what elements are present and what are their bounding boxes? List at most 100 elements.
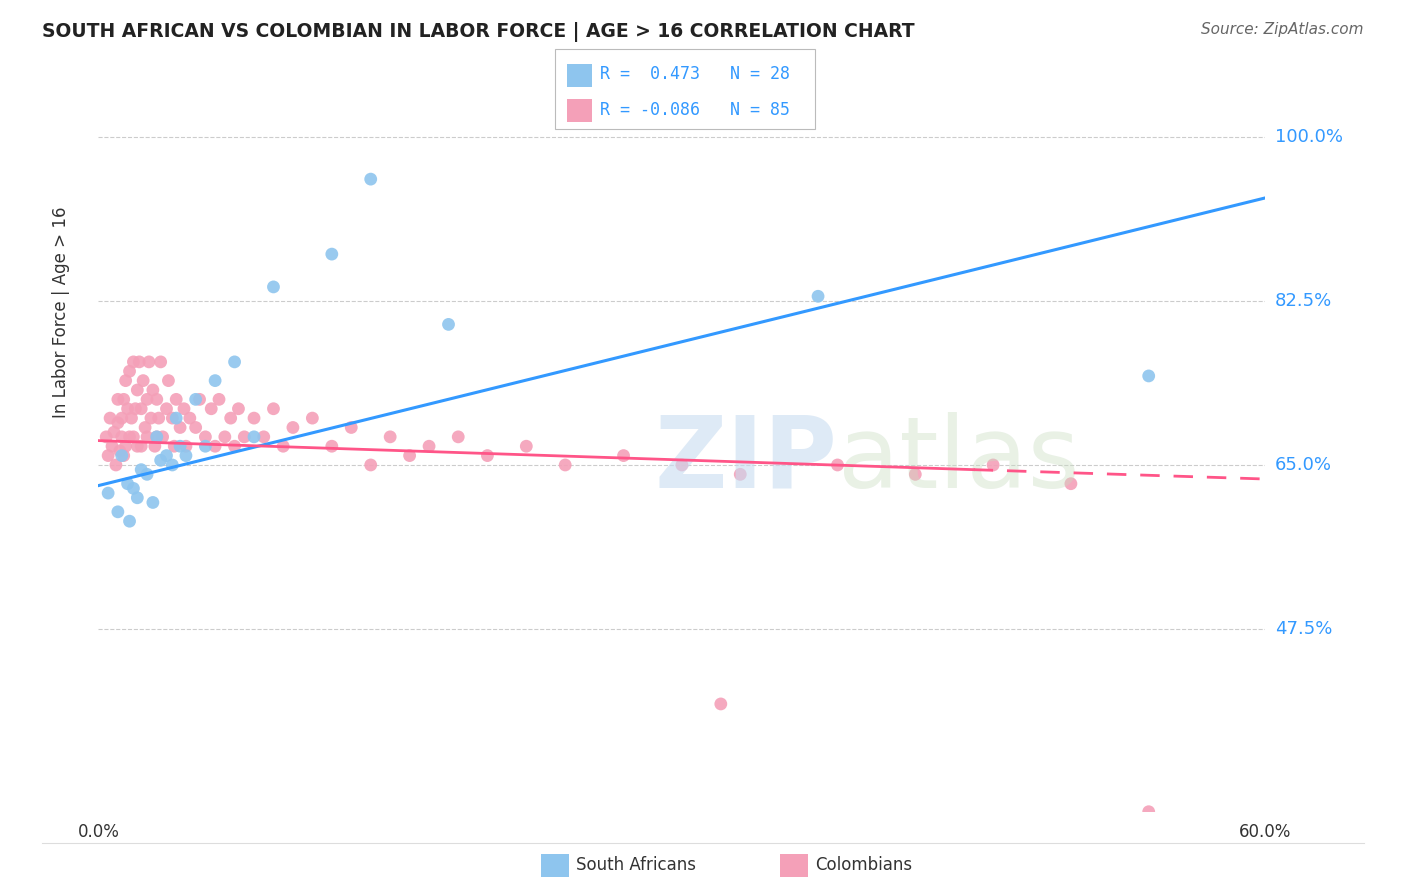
Point [127,383,149,397]
Point [194,439,217,453]
Point [224,355,246,369]
Text: R =  0.473   N = 28: R = 0.473 N = 28 [600,65,790,83]
Point [204,374,226,388]
Point [124,401,146,416]
Point [114,374,136,388]
Point [179,411,201,425]
Point [321,439,343,453]
Point [107,505,129,519]
Point [136,392,159,407]
Point [360,458,382,472]
Point [117,476,139,491]
Point [112,449,135,463]
Point [904,467,927,482]
Point [730,467,752,482]
Point [174,439,197,453]
Text: Source: ZipAtlas.com: Source: ZipAtlas.com [1201,22,1364,37]
Point [243,411,266,425]
Point [97,449,120,463]
Point [101,439,124,453]
Point [671,458,693,472]
Point [360,172,382,186]
Point [127,491,149,505]
Point [188,392,211,407]
Point [155,401,177,416]
Point [184,392,207,407]
Point [1137,368,1160,383]
Point [228,401,250,416]
Text: R = -0.086   N = 85: R = -0.086 N = 85 [600,101,790,119]
Point [143,439,166,453]
Point [981,458,1004,472]
Point [321,247,343,261]
Point [146,392,169,407]
Point [165,392,187,407]
Point [103,425,125,439]
Point [149,453,172,467]
Point [262,401,284,416]
Point [122,355,145,369]
Point [96,430,118,444]
Point [163,439,186,453]
Point [146,430,169,444]
Point [243,430,266,444]
Point [128,355,150,369]
Point [139,411,162,425]
Point [515,439,537,453]
Point [146,430,169,444]
Point [118,514,141,528]
Point [613,449,636,463]
Point [418,439,440,453]
Point [129,439,152,453]
Point [554,458,576,472]
Text: 0.0%: 0.0% [77,823,120,841]
Point [112,392,135,407]
Point [169,439,191,453]
Text: 60.0%: 60.0% [1239,823,1292,841]
Point [118,364,141,378]
Point [271,439,294,453]
Point [208,392,231,407]
Point [169,420,191,434]
Text: 82.5%: 82.5% [1275,292,1333,310]
Point [136,467,159,482]
Text: South Africans: South Africans [576,856,696,874]
Point [710,697,733,711]
Point [380,430,402,444]
Point [155,449,177,463]
Point [107,416,129,430]
Text: ZIP: ZIP [655,412,838,508]
Point [398,449,420,463]
Point [136,430,159,444]
Text: atlas: atlas [838,412,1080,508]
Point [827,458,849,472]
Point [340,420,363,434]
Point [138,355,160,369]
Point [129,401,152,416]
Point [121,411,143,425]
Point [132,374,155,388]
Point [111,411,134,425]
Point [97,486,120,500]
Point [108,444,131,458]
Point [447,430,470,444]
Point [214,430,236,444]
Point [165,411,187,425]
Point [148,411,170,425]
Point [194,430,217,444]
Point [114,439,136,453]
Point [807,289,830,303]
Point [152,430,174,444]
Point [173,401,195,416]
Text: 47.5%: 47.5% [1275,620,1333,638]
Point [262,280,284,294]
Point [1137,805,1160,819]
Text: 100.0%: 100.0% [1275,128,1343,146]
Point [204,439,226,453]
Point [142,383,165,397]
Point [111,430,134,444]
Point [122,482,145,496]
Point [117,401,139,416]
Point [134,420,156,434]
Point [111,449,134,463]
